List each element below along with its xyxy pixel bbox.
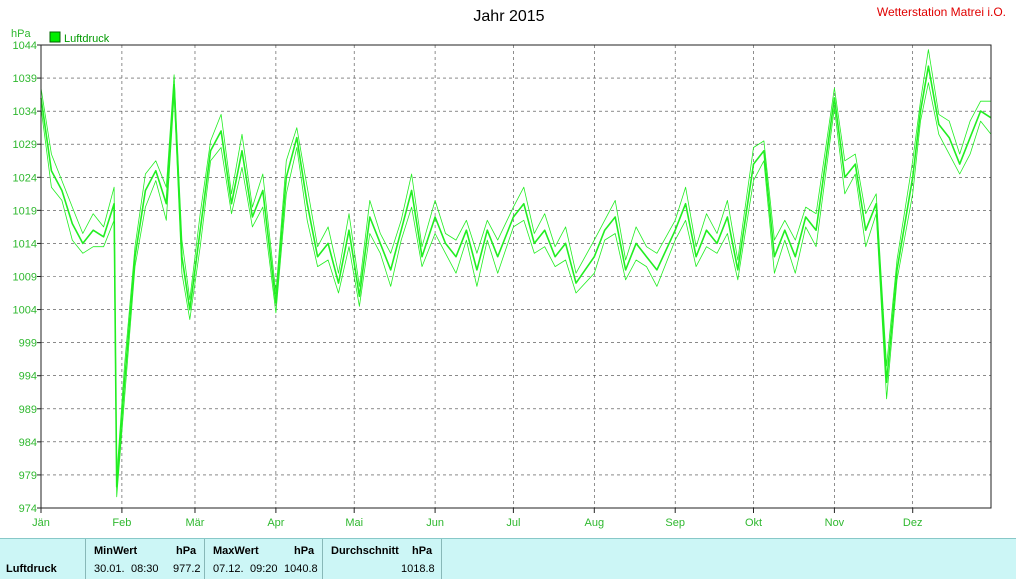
stats-avg-unit: hPa <box>412 545 433 557</box>
series-group <box>40 49 992 498</box>
y-tick-label: 1004 <box>13 305 37 317</box>
stats-max-date: 07.12. <box>213 563 244 575</box>
stats-max-unit: hPa <box>294 545 315 557</box>
y-tick-label: 994 <box>19 371 37 383</box>
x-tick-label: Nov <box>825 517 845 529</box>
y-tick-label: 1024 <box>13 172 37 184</box>
chart-title: Jahr 2015 <box>473 8 544 25</box>
x-tick-label: Apr <box>267 517 284 529</box>
stats-max-time: 09:20 <box>250 563 278 575</box>
y-tick-label: 1029 <box>13 139 37 151</box>
y-tick-label: 1019 <box>13 205 37 217</box>
y-tick-label: 1009 <box>13 272 37 284</box>
y-tick-label: 979 <box>19 470 37 482</box>
stats-min-time: 08:30 <box>131 563 159 575</box>
x-tick-label: Mai <box>345 517 363 529</box>
y-axis-unit: hPa <box>11 28 31 40</box>
stats-max-cell: MaxWert hPa 07.12. 09:20 1040.8 <box>205 539 323 579</box>
x-tick-label: Jän <box>32 517 50 529</box>
y-tick-label: 999 <box>19 338 37 350</box>
series-envelope-line <box>40 49 991 478</box>
stats-series-cell: Luftdruck <box>0 539 86 579</box>
x-axis: Jän Feb Mär Apr Mai Jun Jul Aug Sep Okt Nov Dez <box>32 508 922 529</box>
stats-avg-cell: Durchschnitt hPa 1018.8 <box>323 539 442 579</box>
stats-max-value: 1040.8 <box>284 563 318 575</box>
y-tick-label: 1034 <box>13 106 37 118</box>
stats-min-unit: hPa <box>176 545 197 557</box>
stats-max-header: MaxWert <box>213 545 259 557</box>
stats-min-cell: MinWert hPa 30.01. 08:30 977.2 <box>86 539 205 579</box>
x-tick-label: Jul <box>506 517 520 529</box>
x-tick-label: Okt <box>745 517 762 529</box>
y-tick-label: 1044 <box>13 40 37 52</box>
stats-min-value: 977.2 <box>173 563 201 575</box>
x-tick-label: Jun <box>426 517 444 529</box>
chart: Jahr 2015 Wetterstation Matrei i.O. hPa … <box>11 5 1006 529</box>
y-tick-label: 1039 <box>13 73 37 85</box>
y-tick-label: 1014 <box>13 238 37 250</box>
y-tick-label: 984 <box>19 437 37 449</box>
y-axis: 974 979 984 989 994 999 1004 1009 1014 1019 1024 10… <box>13 40 41 515</box>
legend-swatch <box>49 31 61 43</box>
stats-avg-value: 1018.8 <box>401 563 435 575</box>
x-tick-label: Aug <box>585 517 605 529</box>
y-tick-label: 974 <box>19 503 37 515</box>
grid <box>41 45 991 508</box>
y-tick-label: 989 <box>19 404 37 416</box>
stats-bar: Luftdruck MinWert hPa 30.01. 08:30 977.2… <box>0 538 1016 579</box>
x-tick-label: Sep <box>665 517 685 529</box>
legend-label: Luftdruck <box>64 33 110 45</box>
x-tick-label: Mär <box>186 517 205 529</box>
stats-min-date: 30.01. <box>94 563 125 575</box>
stats-min-header: MinWert <box>94 545 138 557</box>
series-line-luftdruck <box>40 65 992 488</box>
stats-series-label: Luftdruck <box>6 563 57 575</box>
stats-avg-header: Durchschnitt <box>331 545 399 557</box>
series-envelope-line <box>40 82 992 498</box>
x-tick-label: Feb <box>112 517 131 529</box>
station-name: Wetterstation Matrei i.O. <box>877 5 1006 19</box>
x-tick-label: Dez <box>903 517 923 529</box>
